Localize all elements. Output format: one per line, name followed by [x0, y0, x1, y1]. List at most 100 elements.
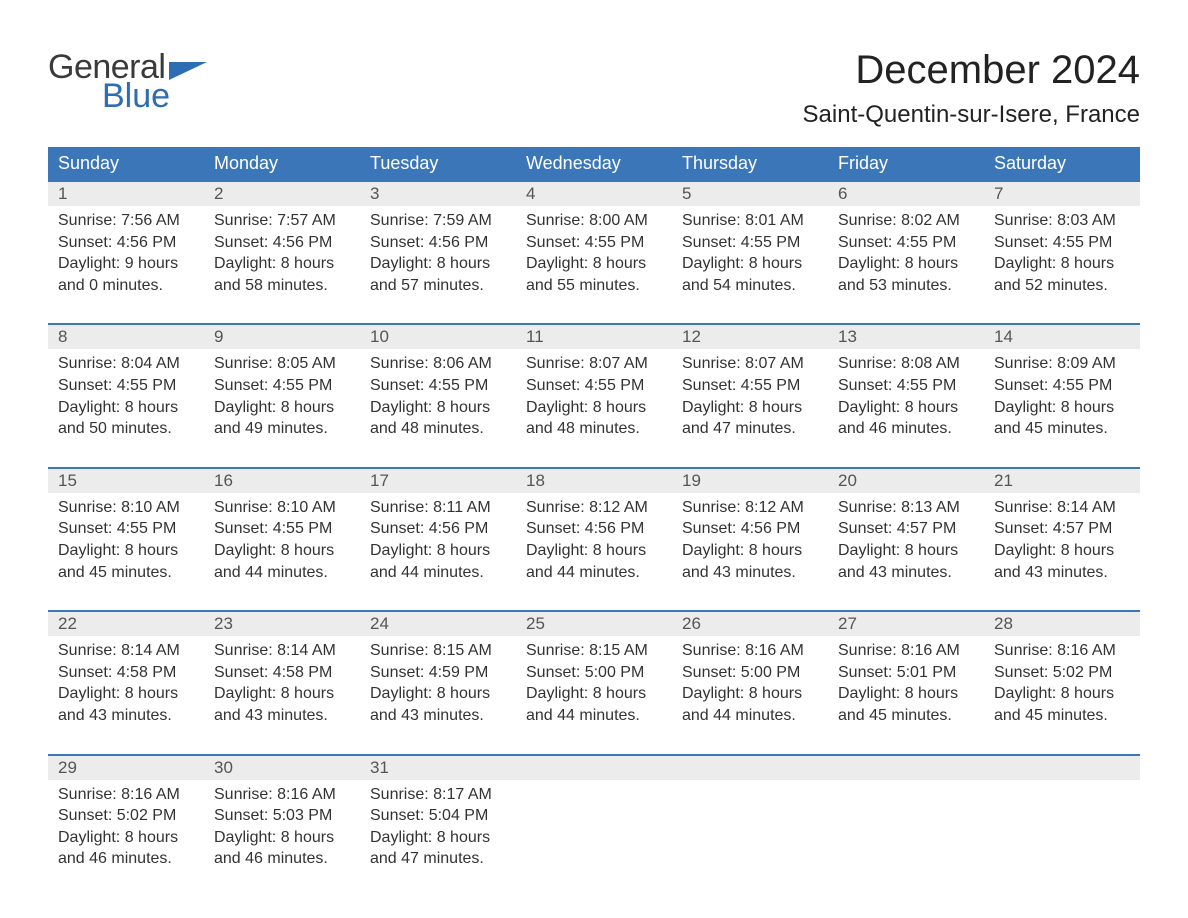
sunset-text: Sunset: 4:55 PM — [838, 375, 974, 397]
sunrise-text: Sunrise: 7:56 AM — [58, 210, 194, 232]
sunrise-text: Sunrise: 8:17 AM — [370, 784, 506, 806]
title-block: December 2024 Saint-Quentin-sur-Isere, F… — [803, 48, 1140, 129]
day-content-cell: Sunrise: 8:08 AMSunset: 4:55 PMDaylight:… — [828, 349, 984, 445]
dl1-text: Daylight: 8 hours — [838, 253, 974, 275]
location-title: Saint-Quentin-sur-Isere, France — [803, 101, 1140, 129]
dl2-text: and 45 minutes. — [994, 705, 1130, 727]
day-content-cell: Sunrise: 8:13 AMSunset: 4:57 PMDaylight:… — [828, 493, 984, 589]
sunset-text: Sunset: 4:56 PM — [682, 518, 818, 540]
sunset-text: Sunset: 4:56 PM — [526, 518, 662, 540]
dl2-text: and 58 minutes. — [214, 275, 350, 297]
dl1-text: Daylight: 8 hours — [370, 683, 506, 705]
sunrise-text: Sunrise: 8:10 AM — [214, 497, 350, 519]
week-spacer — [48, 589, 1140, 611]
sunset-text: Sunset: 4:58 PM — [214, 662, 350, 684]
dl2-text: and 43 minutes. — [370, 705, 506, 727]
dl2-text: and 43 minutes. — [838, 562, 974, 584]
day-content-cell: Sunrise: 8:02 AMSunset: 4:55 PMDaylight:… — [828, 206, 984, 302]
day-number-cell: 12 — [672, 324, 828, 349]
sunset-text: Sunset: 5:01 PM — [838, 662, 974, 684]
day-number-cell: 4 — [516, 181, 672, 206]
logo-blue-text: Blue — [102, 77, 207, 116]
dl2-text: and 48 minutes. — [370, 418, 506, 440]
sunset-text: Sunset: 4:56 PM — [214, 232, 350, 254]
dl2-text: and 44 minutes. — [370, 562, 506, 584]
day-number-cell: 13 — [828, 324, 984, 349]
dl2-text: and 43 minutes. — [58, 705, 194, 727]
weekday-header: Tuesday — [360, 147, 516, 181]
day-number-cell — [984, 755, 1140, 780]
sunrise-text: Sunrise: 8:14 AM — [214, 640, 350, 662]
sunrise-text: Sunrise: 8:14 AM — [994, 497, 1130, 519]
dl2-text: and 50 minutes. — [58, 418, 194, 440]
week-content-row: Sunrise: 8:16 AMSunset: 5:02 PMDaylight:… — [48, 780, 1140, 876]
day-number-cell: 7 — [984, 181, 1140, 206]
day-content-cell — [516, 780, 672, 876]
sunrise-text: Sunrise: 8:11 AM — [370, 497, 506, 519]
week-spacer — [48, 733, 1140, 755]
sunset-text: Sunset: 4:55 PM — [526, 232, 662, 254]
dl1-text: Daylight: 8 hours — [370, 540, 506, 562]
sunset-text: Sunset: 4:59 PM — [370, 662, 506, 684]
dl1-text: Daylight: 8 hours — [682, 397, 818, 419]
sunrise-text: Sunrise: 8:13 AM — [838, 497, 974, 519]
dl1-text: Daylight: 8 hours — [526, 253, 662, 275]
sunrise-text: Sunrise: 8:05 AM — [214, 353, 350, 375]
day-number-cell: 3 — [360, 181, 516, 206]
day-content-cell: Sunrise: 8:16 AMSunset: 5:02 PMDaylight:… — [984, 636, 1140, 732]
day-number-cell: 16 — [204, 468, 360, 493]
day-number-cell — [828, 755, 984, 780]
dl2-text: and 44 minutes. — [526, 705, 662, 727]
sunset-text: Sunset: 5:02 PM — [994, 662, 1130, 684]
week-content-row: Sunrise: 8:04 AMSunset: 4:55 PMDaylight:… — [48, 349, 1140, 445]
day-content-cell: Sunrise: 8:16 AMSunset: 5:01 PMDaylight:… — [828, 636, 984, 732]
dl1-text: Daylight: 8 hours — [838, 540, 974, 562]
day-number-cell: 1 — [48, 181, 204, 206]
week-daynum-row: 293031 — [48, 755, 1140, 780]
week-content-row: Sunrise: 8:14 AMSunset: 4:58 PMDaylight:… — [48, 636, 1140, 732]
day-number-cell: 24 — [360, 611, 516, 636]
day-content-cell: Sunrise: 8:01 AMSunset: 4:55 PMDaylight:… — [672, 206, 828, 302]
sunset-text: Sunset: 4:57 PM — [838, 518, 974, 540]
day-number-cell: 27 — [828, 611, 984, 636]
sunset-text: Sunset: 4:58 PM — [58, 662, 194, 684]
flag-icon — [169, 62, 207, 80]
sunset-text: Sunset: 4:55 PM — [526, 375, 662, 397]
day-number-cell: 26 — [672, 611, 828, 636]
sunrise-text: Sunrise: 8:12 AM — [682, 497, 818, 519]
sunset-text: Sunset: 4:55 PM — [58, 518, 194, 540]
day-number-cell: 21 — [984, 468, 1140, 493]
sunset-text: Sunset: 5:04 PM — [370, 805, 506, 827]
sunset-text: Sunset: 5:00 PM — [526, 662, 662, 684]
sunrise-text: Sunrise: 8:07 AM — [682, 353, 818, 375]
weekday-header-row: Sunday Monday Tuesday Wednesday Thursday… — [48, 147, 1140, 181]
dl2-text: and 52 minutes. — [994, 275, 1130, 297]
day-content-cell: Sunrise: 8:16 AMSunset: 5:03 PMDaylight:… — [204, 780, 360, 876]
dl1-text: Daylight: 8 hours — [994, 683, 1130, 705]
sunrise-text: Sunrise: 8:15 AM — [370, 640, 506, 662]
dl2-text: and 47 minutes. — [682, 418, 818, 440]
sunset-text: Sunset: 4:55 PM — [370, 375, 506, 397]
day-number-cell: 31 — [360, 755, 516, 780]
dl1-text: Daylight: 8 hours — [214, 683, 350, 705]
sunset-text: Sunset: 4:56 PM — [58, 232, 194, 254]
day-content-cell: Sunrise: 8:14 AMSunset: 4:57 PMDaylight:… — [984, 493, 1140, 589]
weekday-header: Thursday — [672, 147, 828, 181]
week-spacer — [48, 302, 1140, 324]
dl1-text: Daylight: 8 hours — [994, 540, 1130, 562]
weekday-header: Wednesday — [516, 147, 672, 181]
day-content-cell: Sunrise: 8:16 AMSunset: 5:00 PMDaylight:… — [672, 636, 828, 732]
sunrise-text: Sunrise: 8:08 AM — [838, 353, 974, 375]
dl1-text: Daylight: 8 hours — [838, 397, 974, 419]
sunrise-text: Sunrise: 8:16 AM — [682, 640, 818, 662]
sunrise-text: Sunrise: 8:07 AM — [526, 353, 662, 375]
weekday-header: Sunday — [48, 147, 204, 181]
dl1-text: Daylight: 8 hours — [682, 540, 818, 562]
day-number-cell: 9 — [204, 324, 360, 349]
sunset-text: Sunset: 4:56 PM — [370, 518, 506, 540]
sunrise-text: Sunrise: 8:00 AM — [526, 210, 662, 232]
dl2-text: and 49 minutes. — [214, 418, 350, 440]
dl1-text: Daylight: 8 hours — [526, 397, 662, 419]
day-content-cell — [672, 780, 828, 876]
day-content-cell — [984, 780, 1140, 876]
